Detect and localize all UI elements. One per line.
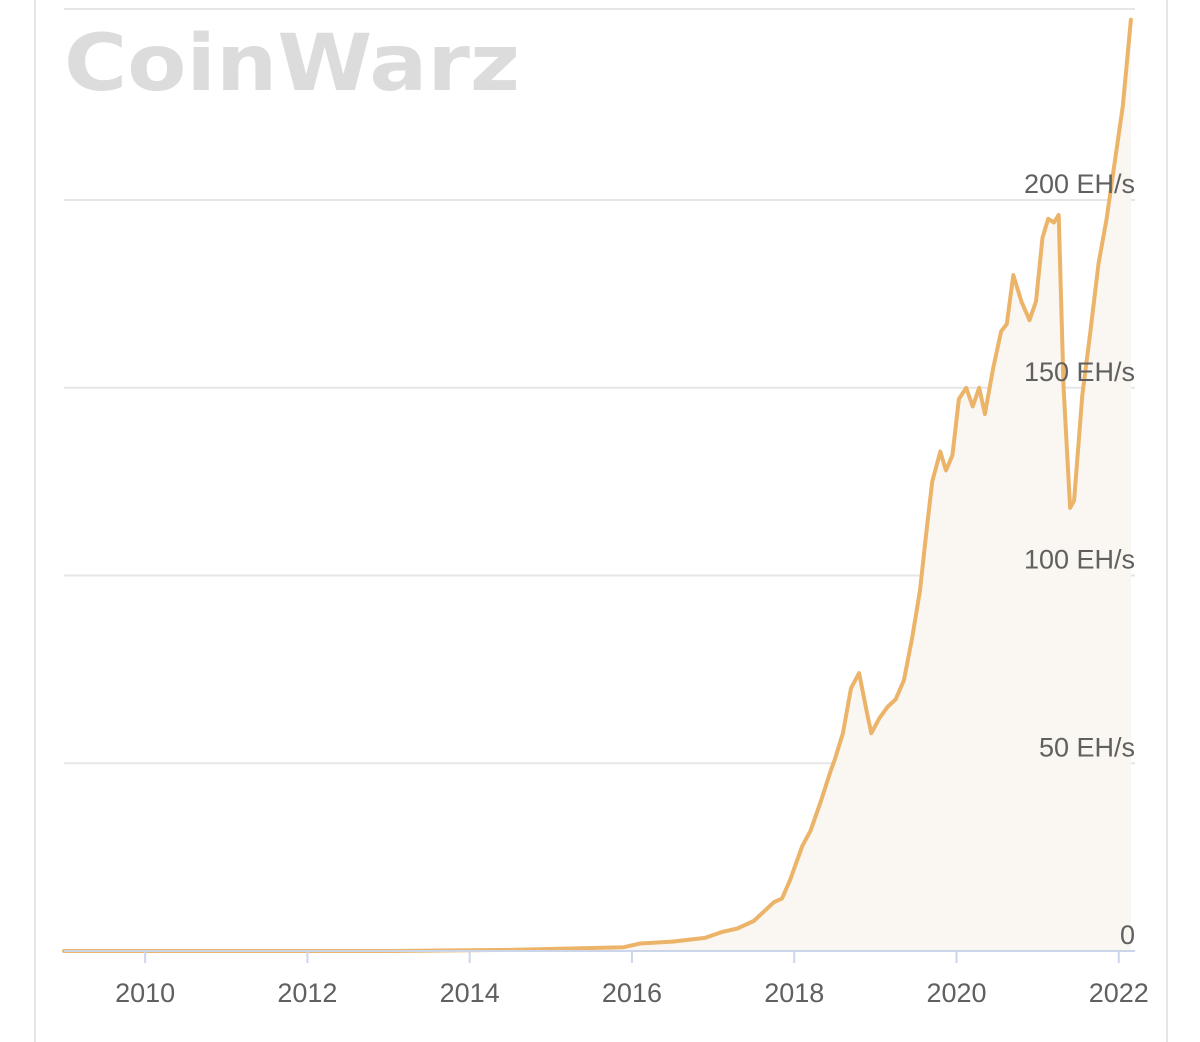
y-tick-label-1: 50 EH/s <box>1039 732 1135 762</box>
series-line <box>62 17 1133 953</box>
x-tick-label-2016: 2016 <box>602 978 662 1008</box>
x-tick-label-2010: 2010 <box>115 978 175 1008</box>
x-axis <box>64 950 1135 963</box>
y-tick-label-3: 150 EH/s <box>1024 357 1135 387</box>
frame-border-left <box>34 0 36 1042</box>
x-tick-label-2012: 2012 <box>277 978 337 1008</box>
x-tick-label-2022: 2022 <box>1089 978 1149 1008</box>
coinwarz-watermark: CoinWarz <box>64 22 520 100</box>
x-tick-label-2020: 2020 <box>926 978 986 1008</box>
watermark-text: CoinWarz <box>64 22 520 100</box>
series-area <box>64 19 1131 952</box>
y-axis-labels: 0 50 EH/s 100 EH/s 150 EH/s 200 EH/s <box>1024 169 1135 950</box>
y-tick-label-0: 0 <box>1120 920 1135 950</box>
x-tick-label-2018: 2018 <box>764 978 824 1008</box>
y-tick-label-4: 200 EH/s <box>1024 169 1135 199</box>
x-tick-label-2014: 2014 <box>440 978 500 1008</box>
x-axis-labels: 2010 2012 2014 2016 2018 2020 2022 <box>115 978 1149 1008</box>
area-fill <box>64 19 1131 952</box>
series-line-group <box>62 17 1133 953</box>
y-tick-label-2: 100 EH/s <box>1024 545 1135 575</box>
frame-border-right <box>1166 0 1168 1042</box>
